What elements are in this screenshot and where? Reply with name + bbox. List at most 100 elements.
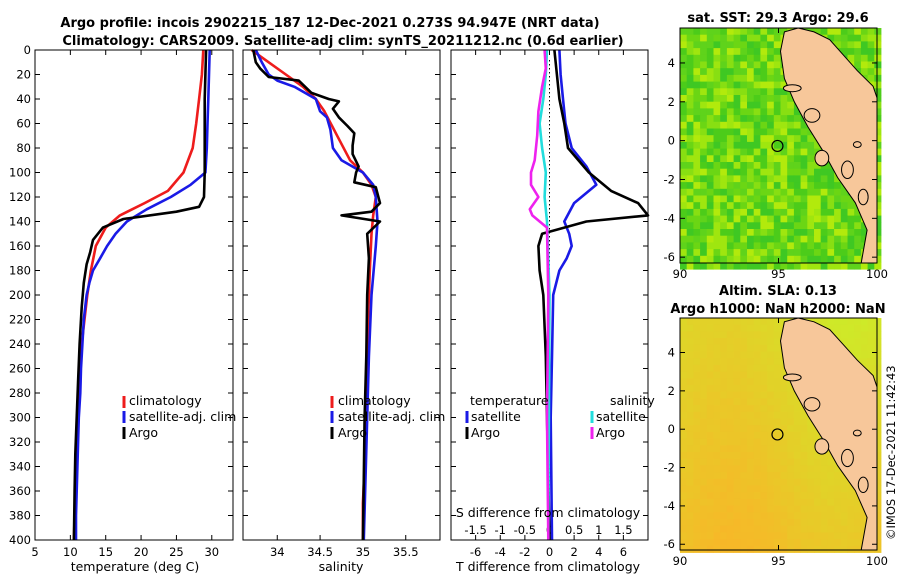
- map-cell: [713, 222, 721, 230]
- map-cell: [820, 472, 828, 480]
- map-cell: [706, 485, 714, 493]
- map-cell: [693, 74, 701, 82]
- difference-legend: temperature salinity satellite Argo sate…: [465, 393, 655, 440]
- map-cell: [740, 242, 748, 250]
- map-cell: [753, 135, 761, 143]
- map-cell: [733, 398, 741, 406]
- map-cell: [827, 182, 835, 190]
- map-cell: [760, 148, 768, 156]
- map-cell: [706, 338, 714, 346]
- map-cell: [867, 364, 875, 372]
- map-cell: [700, 371, 708, 379]
- map-cell: [773, 519, 781, 527]
- map-cell: [787, 242, 795, 250]
- map-cell: [787, 425, 795, 433]
- map-cell: [680, 418, 688, 426]
- map-cell: [713, 485, 721, 493]
- map-cell: [693, 229, 701, 237]
- map-cell: [747, 202, 755, 210]
- map-cell: [713, 135, 721, 143]
- legend-satellite-label: satellite-adj. clim: [129, 409, 236, 424]
- map-cell: [740, 202, 748, 210]
- map-cell: [740, 128, 748, 136]
- map-xtick-label: 100: [866, 554, 888, 568]
- map-cell: [720, 351, 728, 359]
- xtick-label: 35: [356, 545, 371, 559]
- map-cell: [693, 458, 701, 466]
- map-cell: [680, 48, 688, 56]
- map-cell: [680, 255, 688, 263]
- map-cell: [720, 68, 728, 76]
- map-cell: [706, 364, 714, 372]
- map-cell: [680, 202, 688, 210]
- map-cell: [686, 411, 694, 419]
- map-cell: [693, 472, 701, 480]
- map-cell: [680, 155, 688, 163]
- map-cell: [773, 358, 781, 366]
- map-cell: [787, 485, 795, 493]
- ytick-label: 220: [9, 313, 31, 327]
- map-cell: [680, 338, 688, 346]
- map-cell: [700, 485, 708, 493]
- map-cell: [800, 135, 808, 143]
- map-ytick-label: -6: [664, 537, 675, 551]
- map-cell: [693, 398, 701, 406]
- map-cell: [780, 202, 788, 210]
- map-cell: [874, 162, 882, 170]
- map-ytick-label: 0: [668, 422, 675, 436]
- map-cell: [700, 222, 708, 230]
- map-cell: [706, 101, 714, 109]
- map-cell: [767, 418, 775, 426]
- map-cell: [700, 48, 708, 56]
- map-cell: [767, 249, 775, 257]
- map-cell: [874, 498, 882, 506]
- map-cell: [800, 229, 808, 237]
- map-cell: [787, 505, 795, 513]
- map-cell: [733, 351, 741, 359]
- map-cell: [834, 255, 842, 263]
- map-cell: [693, 202, 701, 210]
- map-cell: [733, 68, 741, 76]
- map-cell: [780, 255, 788, 263]
- map-cell: [680, 472, 688, 480]
- map-cell: [753, 74, 761, 82]
- map-cell: [847, 338, 855, 346]
- map-cell: [827, 465, 835, 473]
- map-cell: [747, 505, 755, 513]
- map-cell: [733, 532, 741, 540]
- map-cell: [700, 391, 708, 399]
- map-cell: [814, 519, 822, 527]
- map-cell: [814, 249, 822, 257]
- map-cell: [793, 418, 801, 426]
- map-cell: [874, 465, 882, 473]
- map-cell: [680, 108, 688, 116]
- map-cell: [793, 208, 801, 216]
- map-cell: [686, 182, 694, 190]
- map-cell: [740, 338, 748, 346]
- map-cell: [800, 532, 808, 540]
- map-cell: [733, 472, 741, 480]
- map-cell: [693, 385, 701, 393]
- map-cell: [740, 539, 748, 547]
- map-cell: [780, 505, 788, 513]
- map-cell: [787, 411, 795, 419]
- map-cell: [726, 262, 734, 270]
- map-cell: [834, 262, 842, 270]
- map-cell: [807, 438, 815, 446]
- map-cell: [686, 135, 694, 143]
- map-cell: [793, 148, 801, 156]
- map-cell: [807, 545, 815, 553]
- map-cell: [693, 208, 701, 216]
- map-cell: [753, 472, 761, 480]
- map-cell: [733, 141, 741, 149]
- map-cell: [847, 229, 855, 237]
- map-cell: [706, 74, 714, 82]
- map-cell: [760, 34, 768, 42]
- map-cell: [740, 162, 748, 170]
- map-cell: [733, 505, 741, 513]
- map-cell: [713, 405, 721, 413]
- map-cell: [747, 318, 755, 326]
- map-cell: [874, 229, 882, 237]
- map-cell: [793, 182, 801, 190]
- island: [814, 149, 830, 167]
